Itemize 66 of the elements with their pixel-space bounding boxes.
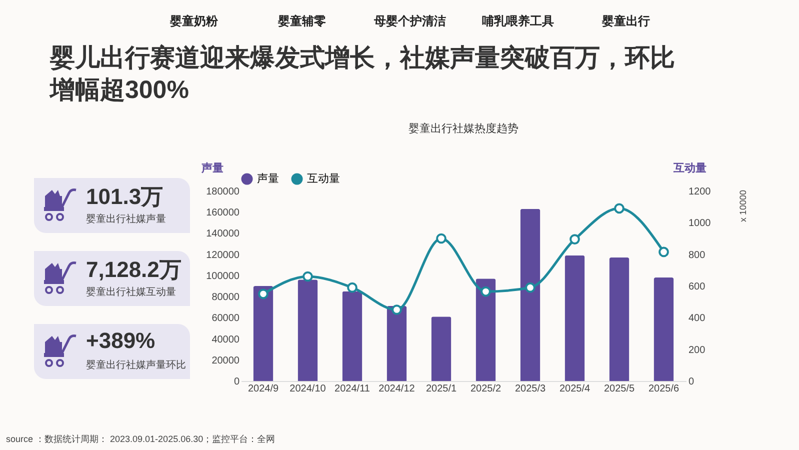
legend-label: 互动量 — [307, 173, 340, 185]
y-tick-label: 100000 — [206, 270, 240, 282]
text: x 10000 — [738, 190, 748, 222]
text: 婴童出行社媒互动量 — [86, 286, 176, 299]
bar — [609, 258, 630, 381]
source-note: source ：数据统计周期： 2023.09.01-2025.06.30；监控平台：全网 — [6, 433, 276, 446]
y-tick-label: 140000 — [206, 228, 240, 240]
text: 7,128.2万 — [86, 256, 182, 284]
y2-tick-label: 0 — [688, 376, 694, 388]
x-tick-label: 2024/12 — [378, 384, 416, 394]
y2-tick-label: 400 — [688, 313, 706, 324]
text: 母婴个护清洁 — [373, 13, 447, 30]
y2-axis-title: 互动量 — [672, 162, 706, 174]
text: 婴童出行社媒声量环比 — [86, 358, 186, 372]
legend-label: 声量 — [257, 172, 279, 185]
bar — [386, 306, 407, 381]
point — [570, 234, 580, 244]
y2-tick-label: 600 — [688, 282, 706, 292]
text: 婴童奶粉 — [168, 13, 219, 30]
point — [658, 246, 669, 258]
text: 哺乳喂养工具 — [481, 13, 555, 30]
text: 婴儿出行赛道迎来爆发式增长，社媒声量突破百万，环比增幅超300% — [50, 43, 676, 106]
y-tick-label: 20000 — [212, 355, 240, 366]
y-tick-label: 160000 — [206, 208, 240, 219]
point — [258, 288, 268, 300]
y-tick-label: 40000 — [212, 334, 240, 346]
x-tick-label: 2024/10 — [290, 384, 326, 394]
text: 婴童出行 — [600, 13, 651, 30]
y2-tick-label: 1000 — [688, 218, 712, 230]
y-tick-label: 180000 — [206, 186, 240, 198]
bar — [431, 316, 452, 381]
bar — [564, 255, 585, 381]
y2-tick-label: 800 — [688, 250, 706, 261]
x-tick-label: 2025/6 — [648, 384, 680, 394]
text: 婴童出行社媒声量 — [86, 212, 166, 226]
x-tick-label: 2024/9 — [248, 384, 279, 394]
text: +389% — [86, 328, 156, 354]
y-tick-label: 0 — [234, 376, 240, 388]
point — [436, 233, 446, 244]
bar — [476, 278, 496, 381]
x-tick-label: 2025/2 — [470, 384, 502, 394]
bar — [253, 286, 274, 381]
text: 101.3万 — [86, 183, 164, 211]
point — [347, 282, 358, 293]
x-tick-label: 2025/5 — [604, 384, 635, 394]
point — [302, 271, 313, 282]
y-tick-label: 120000 — [206, 250, 240, 261]
bar — [342, 291, 362, 381]
text: 婴童辅零 — [276, 13, 327, 30]
y-tick-label: 60000 — [212, 313, 240, 324]
point — [614, 203, 624, 214]
y2-tick-label: 200 — [688, 344, 706, 356]
x-tick-label: 2024/11 — [334, 384, 370, 394]
x-tick-label: 2025/1 — [426, 384, 457, 394]
y-tick-label: 80000 — [212, 292, 240, 304]
y-axis-title: 声量 — [200, 162, 224, 174]
point — [392, 304, 402, 315]
point — [525, 282, 536, 293]
bar — [298, 280, 318, 381]
y2-tick-label: 1200 — [688, 186, 712, 198]
chart-title: 婴童出行社媒热度趋势 — [408, 122, 518, 135]
x-tick-label: 2025/4 — [559, 384, 590, 394]
bar — [520, 208, 540, 381]
bar — [654, 278, 674, 381]
point — [480, 286, 491, 297]
x-tick-label: 2025/3 — [514, 384, 546, 394]
